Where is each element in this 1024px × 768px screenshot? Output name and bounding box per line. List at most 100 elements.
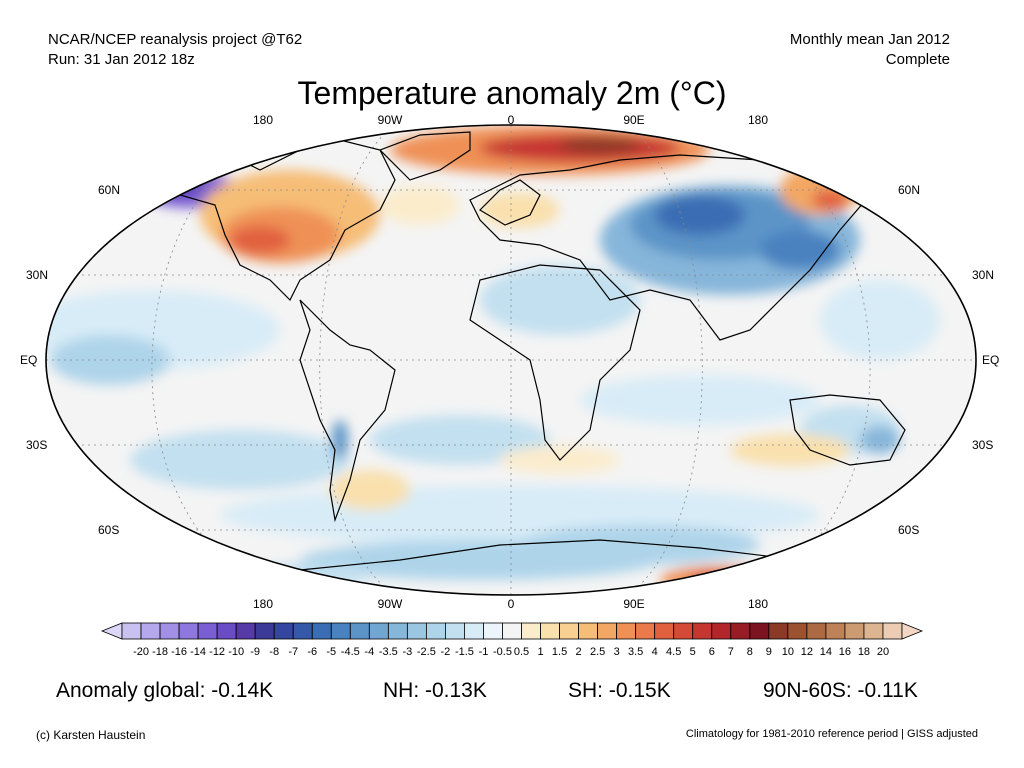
lat-label-left-60n: 60N bbox=[98, 183, 121, 197]
colorbar-max-arrow bbox=[901, 622, 924, 640]
colorbar-tick-label: -10 bbox=[228, 646, 245, 658]
lon-label-bottom-4: 90E bbox=[623, 597, 645, 611]
colorbar-box bbox=[559, 622, 579, 640]
colorbar-tick-label: -14 bbox=[190, 646, 207, 658]
lat-label-left-60s: 60S bbox=[98, 523, 120, 537]
colorbar-box bbox=[330, 622, 351, 640]
climatology-note: Climatology for 1981-2010 reference peri… bbox=[685, 728, 978, 740]
colorbar-tick-label: 4.5 bbox=[666, 646, 682, 658]
lat-label-left-eq: EQ bbox=[20, 353, 38, 367]
lat-label-right-eq: EQ bbox=[982, 353, 1000, 367]
graticule bbox=[46, 125, 976, 595]
colorbar-box bbox=[425, 622, 446, 640]
colorbar-box bbox=[140, 622, 161, 640]
status-label: Complete bbox=[885, 51, 950, 68]
stat-global: Anomaly global: -0.14K bbox=[56, 679, 274, 702]
run-time: Run: 31 Jan 2012 18z bbox=[48, 51, 195, 68]
map-title: Temperature anomaly 2m (°C) bbox=[297, 75, 727, 111]
colorbar-box bbox=[178, 622, 199, 640]
colorbar-box bbox=[578, 622, 599, 640]
colorbar-box bbox=[540, 622, 560, 640]
lon-label-top-4: 90E bbox=[623, 113, 645, 127]
lat-label-right-60s: 60S bbox=[898, 523, 920, 537]
lon-label-bottom-5: 180 bbox=[747, 597, 769, 611]
coastlines bbox=[148, 131, 906, 595]
colorbar-tick-label: -5 bbox=[326, 646, 337, 658]
colorbar-box bbox=[711, 622, 732, 640]
stat-nh: NH: -0.13K bbox=[383, 679, 487, 702]
model-name: NCAR/NCEP reanalysis project @T62 bbox=[48, 31, 303, 48]
lon-label-top-5: 180 bbox=[747, 113, 769, 127]
colorbar-box bbox=[197, 622, 218, 640]
header-left: NCAR/NCEP reanalysis project @T62 Run: 3… bbox=[48, 30, 302, 70]
colorbar-tick-label: 2.5 bbox=[589, 646, 606, 658]
colorbar-tick-label: 1.5 bbox=[551, 646, 568, 658]
colorbar-box bbox=[464, 622, 484, 640]
lon-label-top-1: 180 bbox=[252, 113, 274, 127]
colorbar-tick-label: 9 bbox=[765, 646, 772, 658]
colorbar-tick-label: -0.5 bbox=[493, 646, 512, 658]
colorbar-tick-label: 18 bbox=[857, 646, 871, 658]
lat-label-right-30n: 30N bbox=[972, 268, 995, 282]
lat-label-right-30s: 30S bbox=[972, 438, 994, 452]
colorbar-box bbox=[692, 622, 713, 640]
colorbar-box bbox=[882, 622, 903, 640]
colorbar-tick-label: -2 bbox=[440, 646, 451, 658]
colorbar-box bbox=[844, 622, 865, 640]
colorbar-box bbox=[121, 622, 142, 640]
colorbar-tick-label: 3 bbox=[613, 646, 620, 658]
lon-label-top-2: 90W bbox=[377, 113, 403, 127]
colorbar-box bbox=[787, 622, 808, 640]
colorbar-tick-label: -12 bbox=[209, 646, 226, 658]
colorbar-tick-label: 6 bbox=[708, 646, 715, 658]
colorbar-tick-label: 1 bbox=[537, 646, 544, 658]
colorbar-tick-label: 8 bbox=[746, 646, 753, 658]
colorbar-tick-label: -1 bbox=[478, 646, 489, 658]
colorbar-tick-label: 10 bbox=[781, 646, 794, 658]
colorbar-box bbox=[406, 622, 427, 640]
stat-sh: SH: -0.15K bbox=[568, 679, 671, 702]
colorbar-tick-label: -6 bbox=[307, 646, 318, 658]
header-right: Monthly mean Jan 2012 Complete bbox=[790, 30, 950, 70]
lon-label-bottom-2: 90W bbox=[377, 597, 403, 611]
colorbar-box bbox=[502, 622, 522, 640]
colorbar-box bbox=[768, 622, 789, 640]
colorbar-tick-label: -4 bbox=[364, 646, 375, 658]
colorbar-tick-label: -20 bbox=[133, 646, 149, 658]
colorbar-tick-label: 20 bbox=[876, 646, 890, 658]
colorbar-tick-label: 0.5 bbox=[513, 646, 530, 658]
colorbar-tick-label: 12 bbox=[800, 646, 813, 658]
colorbar-tick-label: -3 bbox=[402, 646, 413, 658]
colorbar-min-arrow bbox=[100, 622, 123, 640]
lat-label-left-30n: 30N bbox=[26, 268, 49, 282]
colorbar-tick-label: 5 bbox=[689, 646, 696, 658]
colorbar-box bbox=[349, 622, 370, 640]
colorbar-tick-label: 16 bbox=[838, 646, 852, 658]
colorbar-tick-label: -2.5 bbox=[416, 646, 436, 658]
colorbar-box bbox=[654, 622, 675, 640]
colorbar-box bbox=[597, 622, 618, 640]
colorbar-tick-label: -18 bbox=[152, 646, 168, 658]
lat-label-left-30s: 30S bbox=[26, 438, 48, 452]
colorbar-box bbox=[673, 622, 694, 640]
stat-band: 90N-60S: -0.11K bbox=[763, 679, 918, 702]
colorbar-box bbox=[521, 622, 541, 640]
period-label: Monthly mean Jan 2012 bbox=[789, 31, 950, 48]
colorbar-tick-label: -4.5 bbox=[340, 646, 360, 658]
globe-outline bbox=[45, 124, 977, 596]
colorbar-tick-label: -7 bbox=[288, 646, 299, 658]
colorbar-box bbox=[730, 622, 751, 640]
colorbar-box bbox=[292, 622, 313, 640]
colorbar-box bbox=[273, 622, 294, 640]
colorbar-tick-label: 2 bbox=[575, 646, 582, 658]
colorbar-tick-label: 3.5 bbox=[628, 646, 644, 658]
colorbar-tick-label: 4 bbox=[651, 646, 658, 658]
colorbar-tick-label: -16 bbox=[171, 646, 188, 658]
colorbar-box bbox=[159, 622, 180, 640]
colorbar-box bbox=[216, 622, 237, 640]
colorbar-box bbox=[235, 622, 256, 640]
colorbar-box bbox=[806, 622, 827, 640]
lat-label-right-60n: 60N bbox=[898, 183, 921, 197]
